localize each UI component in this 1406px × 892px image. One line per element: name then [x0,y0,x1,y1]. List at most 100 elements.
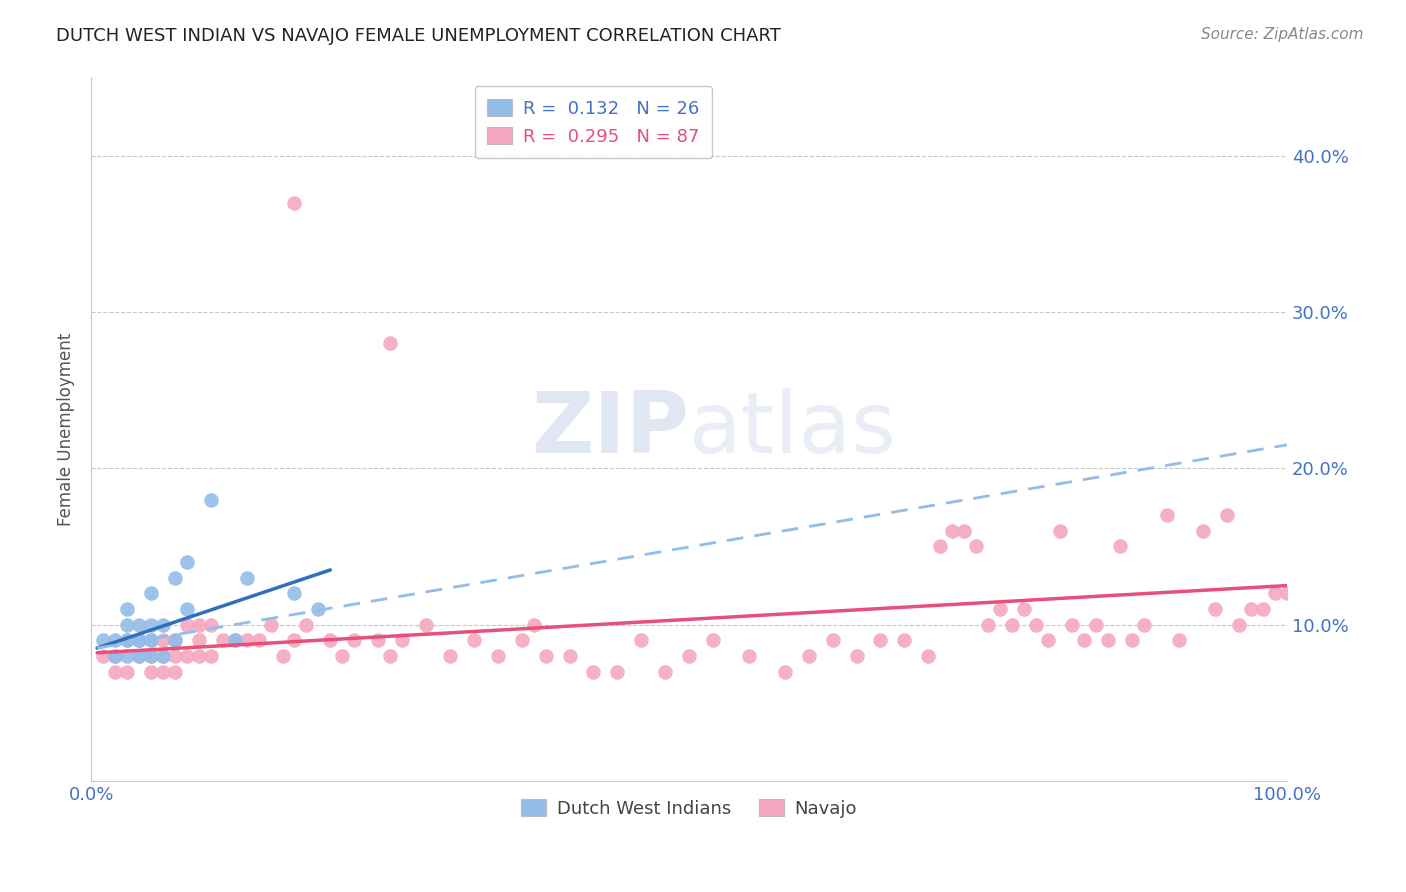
Point [1216,508,1239,523]
Point [235,571,257,585]
Point [929,540,952,554]
Point [1132,617,1154,632]
Point [988,602,1011,616]
Point [1227,617,1250,632]
Point [104,648,127,663]
Point [104,665,127,679]
Point [415,617,437,632]
Point [115,665,138,679]
Point [1121,633,1143,648]
Point [259,617,281,632]
Point [1036,633,1059,648]
Point [1097,633,1119,648]
Point [139,665,162,679]
Point [295,617,318,632]
Point [893,633,915,648]
Point [235,633,257,648]
Point [128,633,150,648]
Point [1025,617,1047,632]
Point [977,617,1000,632]
Point [630,633,652,648]
Point [1012,602,1035,616]
Point [152,617,174,632]
Point [1240,602,1263,616]
Point [163,571,186,585]
Point [1204,602,1226,616]
Point [1275,586,1298,600]
Text: atlas: atlas [689,388,897,471]
Point [486,648,509,663]
Point [187,633,209,648]
Point [1060,617,1083,632]
Point [1264,586,1286,600]
Point [738,648,761,663]
Point [463,633,485,648]
Point [702,633,724,648]
Point [1156,508,1178,523]
Point [319,633,342,648]
Point [534,648,557,663]
Point [953,524,976,538]
Point [283,633,305,648]
Point [510,633,533,648]
Point [917,648,939,663]
Point [152,633,174,648]
Point [115,648,138,663]
Point [91,633,114,648]
Point [523,617,546,632]
Point [176,648,198,663]
Point [1192,524,1215,538]
Point [797,648,820,663]
Point [271,648,294,663]
Point [163,633,186,648]
Point [152,648,174,663]
Point [283,586,305,600]
Point [200,617,222,632]
Point [163,633,186,648]
Point [104,648,127,663]
Point [965,540,987,554]
Point [128,648,150,663]
Point [582,665,605,679]
Point [941,524,963,538]
Point [678,648,700,663]
Point [115,602,138,616]
Point [1108,540,1130,554]
Point [152,665,174,679]
Point [1073,633,1095,648]
Point [139,648,162,663]
Point [139,633,162,648]
Point [367,633,389,648]
Point [200,648,222,663]
Point [224,633,246,648]
Point [139,617,162,632]
Point [247,633,270,648]
Point [187,648,209,663]
Point [821,633,844,648]
Point [152,648,174,663]
Y-axis label: Female Unemployment: Female Unemployment [58,333,75,526]
Point [558,648,581,663]
Point [211,633,233,648]
Point [187,617,209,632]
Point [869,633,891,648]
Point [1168,633,1191,648]
Point [128,617,150,632]
Text: ZIP: ZIP [531,388,689,471]
Point [115,633,138,648]
Point [1084,617,1107,632]
Point [606,665,628,679]
Point [163,665,186,679]
Point [391,633,413,648]
Point [378,648,401,663]
Point [1049,524,1071,538]
Point [163,648,186,663]
Point [654,665,676,679]
Point [139,648,162,663]
Point [439,648,461,663]
Text: DUTCH WEST INDIAN VS NAVAJO FEMALE UNEMPLOYMENT CORRELATION CHART: DUTCH WEST INDIAN VS NAVAJO FEMALE UNEMP… [56,27,782,45]
Point [176,555,198,569]
Point [115,633,138,648]
Point [1001,617,1024,632]
Point [128,633,150,648]
